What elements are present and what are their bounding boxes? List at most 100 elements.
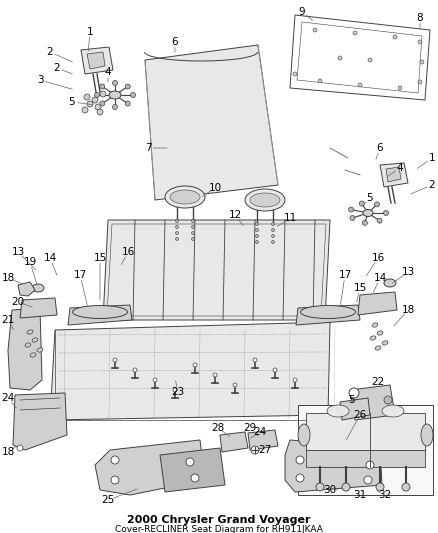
Ellipse shape (420, 424, 432, 446)
Text: 14: 14 (373, 273, 386, 283)
Text: 2000 Chrysler Grand Voyager: 2000 Chrysler Grand Voyager (127, 515, 310, 525)
Text: 14: 14 (43, 253, 57, 263)
Circle shape (348, 388, 358, 398)
Circle shape (84, 94, 90, 100)
Circle shape (112, 104, 117, 109)
Text: 18: 18 (1, 273, 14, 283)
Circle shape (357, 83, 361, 87)
Text: 22: 22 (371, 377, 384, 387)
Circle shape (191, 231, 194, 235)
Text: 18: 18 (400, 305, 413, 315)
Circle shape (113, 358, 117, 362)
Circle shape (383, 396, 391, 404)
Text: 25: 25 (101, 495, 114, 505)
Circle shape (252, 358, 256, 362)
Text: 19: 19 (23, 257, 36, 267)
Text: 5: 5 (68, 97, 75, 107)
Circle shape (271, 229, 274, 231)
Circle shape (312, 28, 316, 32)
Text: 26: 26 (353, 410, 366, 420)
Ellipse shape (244, 189, 284, 211)
Text: 4: 4 (396, 163, 403, 173)
Circle shape (349, 215, 354, 221)
Ellipse shape (30, 353, 36, 357)
Circle shape (130, 93, 135, 98)
Ellipse shape (72, 305, 127, 319)
Polygon shape (297, 22, 421, 93)
Circle shape (359, 201, 364, 206)
Circle shape (295, 474, 303, 482)
Circle shape (125, 101, 130, 106)
Text: 6: 6 (171, 37, 178, 47)
Ellipse shape (27, 330, 33, 334)
Circle shape (292, 378, 297, 382)
Circle shape (417, 40, 421, 44)
Text: 20: 20 (11, 297, 25, 307)
Ellipse shape (381, 341, 387, 345)
Text: 17: 17 (73, 270, 86, 280)
Text: 32: 32 (378, 490, 391, 500)
Ellipse shape (381, 405, 403, 417)
Circle shape (317, 79, 321, 83)
Ellipse shape (374, 346, 380, 350)
Circle shape (376, 218, 381, 223)
Circle shape (111, 456, 119, 464)
Circle shape (191, 225, 194, 229)
Ellipse shape (300, 305, 355, 319)
Polygon shape (284, 440, 381, 492)
Polygon shape (87, 52, 105, 69)
Text: 24: 24 (253, 427, 266, 437)
Circle shape (374, 202, 378, 207)
Ellipse shape (32, 284, 44, 292)
Circle shape (212, 373, 216, 377)
Circle shape (191, 474, 198, 482)
Circle shape (191, 238, 194, 240)
Ellipse shape (371, 323, 377, 327)
Text: 23: 23 (171, 387, 184, 397)
Text: 2: 2 (53, 63, 60, 73)
Text: 16: 16 (121, 247, 134, 257)
Circle shape (112, 80, 117, 85)
Polygon shape (145, 45, 277, 200)
Circle shape (363, 476, 371, 484)
Text: 2: 2 (428, 180, 434, 190)
Polygon shape (339, 398, 369, 420)
Polygon shape (295, 305, 359, 325)
Text: Cover-RECLINER Seat Diagram for RH911JKAA: Cover-RECLINER Seat Diagram for RH911JKA… (115, 526, 322, 533)
Circle shape (99, 84, 105, 89)
Circle shape (251, 446, 258, 454)
Circle shape (255, 229, 258, 231)
Text: 31: 31 (353, 490, 366, 500)
Circle shape (99, 101, 105, 106)
Circle shape (348, 207, 353, 212)
Ellipse shape (25, 343, 31, 347)
Circle shape (133, 368, 137, 372)
Text: 27: 27 (258, 445, 271, 455)
Ellipse shape (249, 193, 279, 207)
Circle shape (175, 220, 178, 222)
Text: 5: 5 (348, 395, 354, 405)
Text: 24: 24 (1, 393, 14, 403)
Circle shape (295, 456, 303, 464)
Circle shape (271, 222, 274, 225)
Ellipse shape (297, 424, 309, 446)
Polygon shape (81, 47, 113, 74)
Ellipse shape (376, 331, 382, 335)
Text: 9: 9 (298, 7, 304, 17)
Ellipse shape (326, 405, 348, 417)
Polygon shape (219, 432, 247, 452)
Circle shape (375, 483, 383, 491)
Text: 17: 17 (338, 270, 351, 280)
Text: 15: 15 (93, 253, 106, 263)
Ellipse shape (383, 279, 395, 287)
Circle shape (401, 483, 409, 491)
Circle shape (255, 235, 258, 238)
Text: 1: 1 (86, 27, 93, 37)
Circle shape (271, 235, 274, 238)
Polygon shape (349, 385, 394, 420)
Circle shape (233, 383, 237, 387)
Circle shape (94, 93, 99, 98)
Text: 10: 10 (208, 183, 221, 193)
Circle shape (337, 56, 341, 60)
Circle shape (361, 220, 367, 225)
